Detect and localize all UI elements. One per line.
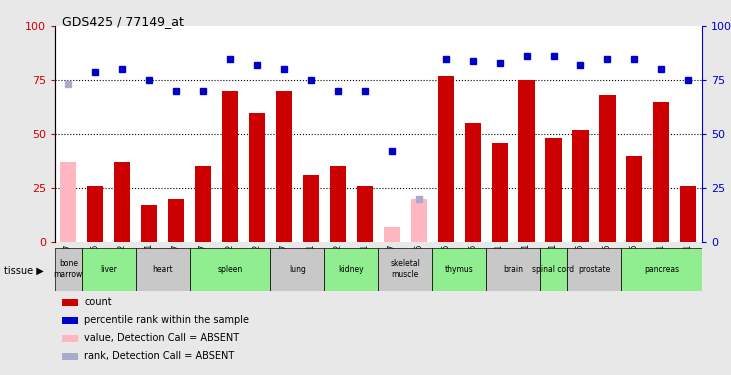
Text: prostate: prostate (577, 265, 610, 274)
Text: rank, Detection Call = ABSENT: rank, Detection Call = ABSENT (84, 351, 235, 361)
Bar (189, 248, 270, 291)
Text: value, Detection Call = ABSENT: value, Detection Call = ABSENT (84, 333, 239, 344)
Text: lung: lung (289, 265, 306, 274)
Bar (330, 166, 346, 242)
Bar (378, 248, 432, 291)
Bar (136, 248, 189, 291)
Text: spinal cord: spinal cord (532, 265, 575, 274)
Text: count: count (84, 297, 112, 307)
Bar (438, 76, 454, 242)
Bar (249, 112, 265, 242)
Text: tissue ▶: tissue ▶ (4, 266, 43, 276)
Bar (680, 186, 697, 242)
Text: skeletal
muscle: skeletal muscle (390, 260, 420, 279)
Bar (141, 205, 157, 242)
Text: bone
marrow: bone marrow (53, 260, 83, 279)
Bar (432, 248, 486, 291)
Bar (222, 91, 238, 242)
Text: thymus: thymus (444, 265, 474, 274)
Bar (464, 123, 481, 242)
Bar (518, 80, 534, 242)
Bar (567, 248, 621, 291)
Text: liver: liver (100, 265, 117, 274)
Text: GDS425 / 77149_at: GDS425 / 77149_at (62, 15, 184, 28)
Text: heart: heart (152, 265, 173, 274)
Bar (195, 166, 211, 242)
Bar (55, 248, 82, 291)
Bar (626, 156, 643, 242)
Bar (540, 248, 567, 291)
Text: kidney: kidney (338, 265, 364, 274)
Bar (491, 143, 507, 242)
Bar (60, 162, 76, 242)
Text: percentile rank within the sample: percentile rank within the sample (84, 315, 249, 326)
Bar (357, 186, 373, 242)
Bar (486, 248, 540, 291)
Bar (572, 130, 588, 242)
Bar (114, 162, 130, 242)
Bar (411, 199, 427, 242)
Text: brain: brain (503, 265, 523, 274)
Text: pancreas: pancreas (644, 265, 679, 274)
Bar (276, 91, 292, 242)
Bar (384, 227, 400, 242)
Text: spleen: spleen (217, 265, 243, 274)
Bar (325, 248, 378, 291)
Bar (87, 186, 103, 242)
Bar (599, 95, 616, 242)
Bar (545, 138, 561, 242)
Bar (270, 248, 325, 291)
Bar (654, 102, 670, 242)
Bar (82, 248, 136, 291)
Bar (621, 248, 702, 291)
Bar (168, 199, 184, 242)
Bar (303, 175, 319, 242)
